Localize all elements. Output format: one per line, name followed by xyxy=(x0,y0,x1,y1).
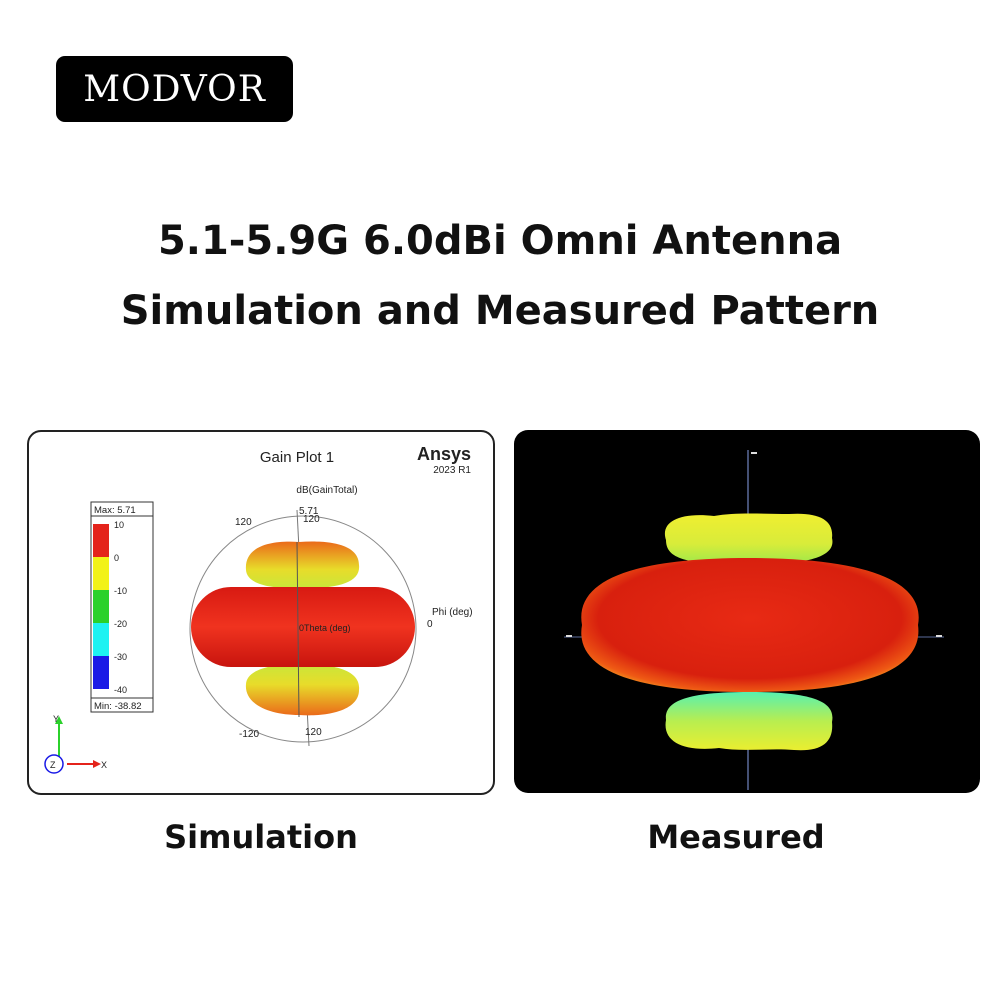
legend-swatch-blue xyxy=(93,656,109,689)
legend-swatch-yellow xyxy=(93,557,109,590)
legend-min-label: Min: -38.82 xyxy=(94,701,142,712)
measured-radiation-pattern xyxy=(581,513,919,751)
axis-x-label: X xyxy=(101,760,107,770)
legend-max-label: Max: 5.71 xyxy=(94,505,136,516)
theta-axis-label: 0Theta (deg) xyxy=(299,623,351,633)
vendor-name: Ansys xyxy=(417,444,471,464)
angle-label: 120 xyxy=(235,517,252,528)
phi-axis-value: 0 xyxy=(427,619,433,630)
simulation-caption: Simulation xyxy=(164,818,358,856)
brand-logo: MODVOR xyxy=(56,56,293,122)
phi-axis-label: Phi (deg) xyxy=(432,607,473,618)
vendor-version: 2023 R1 xyxy=(433,465,471,476)
axis-tick xyxy=(566,635,572,637)
axis-tick xyxy=(936,635,942,637)
legend-swatch-cyan xyxy=(93,623,109,656)
axis-triad: Y X Z xyxy=(44,714,107,774)
legend-tick: 10 xyxy=(114,520,124,530)
polar-grid-circle xyxy=(189,515,417,743)
angle-label: 120 xyxy=(305,727,322,738)
angle-label: 5.71 xyxy=(299,506,319,517)
color-legend: Max: 5.71 10 0 -10 -20 -30 -40 Min: -38.… xyxy=(90,501,154,713)
axis-tick xyxy=(751,452,757,454)
simulated-radiation-pattern xyxy=(191,541,415,718)
legend-tick: -20 xyxy=(114,619,127,629)
plot-title: Gain Plot 1 xyxy=(260,449,334,466)
legend-tick: -40 xyxy=(114,685,127,695)
angle-label: 120 xyxy=(303,514,320,525)
brand-logo-text: MODVOR xyxy=(83,68,266,110)
axis-y-label: Y xyxy=(53,714,59,724)
legend-tick: -10 xyxy=(114,586,127,596)
angle-label: -120 xyxy=(239,729,259,740)
legend-tick: -30 xyxy=(114,652,127,662)
simulation-panel: Gain Plot 1 Ansys 2023 R1 dB(GainTotal) … xyxy=(27,430,495,795)
measured-plot xyxy=(564,450,944,790)
axis-z-label: Z xyxy=(50,760,56,770)
legend-tick: 0 xyxy=(114,553,119,563)
simulation-plot: Gain Plot 1 Ansys 2023 R1 dB(GainTotal) … xyxy=(44,444,473,774)
legend-swatch-green xyxy=(93,590,109,623)
quantity-label: dB(GainTotal) xyxy=(296,485,357,496)
measured-panel xyxy=(514,430,980,793)
page-title-line2: Simulation and Measured Pattern xyxy=(120,288,880,334)
legend-swatch-red xyxy=(93,524,109,557)
measured-caption: Measured xyxy=(647,818,825,856)
page-title-line1: 5.1-5.9G 6.0dBi Omni Antenna xyxy=(157,218,843,264)
